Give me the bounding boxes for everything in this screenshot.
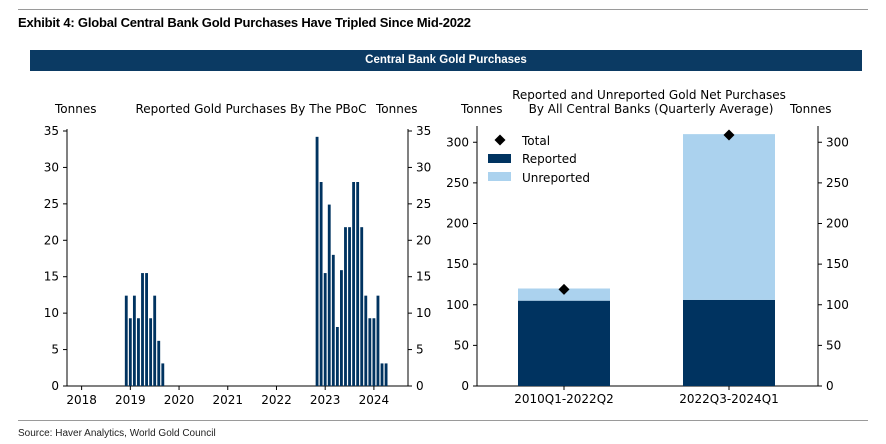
left-chart-bar [137,318,140,386]
left-chart-bar [360,227,364,386]
right-chart-ytick-label-left: 50 [454,338,469,352]
left-chart-title: Reported Gold Purchases By The PBoC [135,102,366,116]
left-chart-xtick-label: 2022 [261,393,292,407]
right-chart-ytick-label-left: 150 [446,257,469,271]
right-chart-xtick-label: 2022Q3-2024Q1 [679,392,779,406]
right-chart-title-line1: Reported and Unreported Gold Net Purchas… [512,88,786,102]
left-chart-ytick-label-left: 10 [44,306,59,320]
left-chart-ytick-label-left: 25 [44,197,59,211]
left-chart-ytick-label-right: 5 [416,343,424,357]
right-chart-ytick-label-right: 250 [826,176,849,190]
legend-reported-label: Reported [522,152,577,166]
left-chart-bar [356,182,360,386]
left-chart-bar [340,270,343,386]
right-chart-axes: 0 0 50 50 100 100 150 150 200 200 250 250 300 300 2010… [446,126,849,406]
right-chart-ylabel-left: Tonnes [460,102,502,116]
left-chart-ylabel-left: Tonnes [54,102,96,116]
left-chart-bars [124,136,388,386]
left-chart-bar [153,295,157,386]
left-chart-xtick-label: 2018 [66,393,97,407]
left-chart-bar [319,182,323,386]
right-chart-ytick-label-right: 200 [826,217,849,231]
left-chart-bar [161,363,165,386]
left-chart-bar [141,273,144,386]
left-chart-ytick-label-left: 15 [44,270,59,284]
legend-total-label: Total [521,134,550,148]
left-chart-ytick-label-right: 30 [416,160,431,174]
right-chart-xtick-label: 2010Q1-2022Q2 [514,392,614,406]
left-chart-bar [331,254,335,386]
left-chart-ytick-label-right: 25 [416,197,431,211]
left-chart-xtick-label: 2023 [310,393,341,407]
left-chart-ytick-label-left: 30 [44,160,59,174]
left-chart-bar [323,273,327,386]
total-marker [723,129,735,141]
total-marker [558,283,570,295]
left-chart-bar [344,227,347,386]
left-chart-bar [132,295,136,386]
right-chart-title-line2: By All Central Banks (Quarterly Average) [529,102,774,116]
right-chart-ytick-label-right: 0 [826,379,834,393]
left-chart-xtick-label: 2021 [212,393,243,407]
legend-reported-swatch [488,154,511,163]
right-chart-ytick-label-right: 50 [826,338,841,352]
right-chart-ytick-label-right: 100 [826,298,849,312]
right-chart-ytick-label-left: 300 [446,135,469,149]
left-chart-ytick-label-left: 35 [44,124,59,138]
right-chart-ylabel-right: Tonnes [789,102,831,116]
unreported-bar [683,134,775,300]
left-chart-bar [352,182,356,386]
left-chart-ytick-label-right: 0 [416,379,424,393]
left-chart-bar [368,318,372,386]
reported-bar [518,300,610,386]
left-chart-ytick-label-right: 10 [416,306,431,320]
left-chart-ytick-label-right: 35 [416,124,431,138]
left-chart-ytick-label-left: 5 [51,343,59,357]
left-chart-bar [327,204,331,386]
left-chart-bar [364,295,368,386]
right-chart-ytick-label-right: 300 [826,135,849,149]
left-chart-bar [157,340,161,386]
left-chart-bar [149,318,153,386]
left-chart-bar [380,363,384,386]
exhibit-title: Exhibit 4: Global Central Bank Gold Purc… [18,15,471,30]
left-chart-bar [145,273,148,386]
left-chart-xtick-label: 2020 [164,393,195,407]
left-chart-ytick-label-left: 20 [44,233,59,247]
left-chart-bar [376,295,380,386]
left-chart-ytick-label-right: 20 [416,233,431,247]
left-chart-bar [124,295,128,386]
reported-bar [683,299,775,386]
right-chart-ytick-label-left: 200 [446,217,469,231]
left-chart-xtick-label: 2024 [359,393,390,407]
left-chart-ytick-label-left: 0 [51,379,59,393]
right-chart-bars [518,129,775,386]
left-chart-bar [315,136,319,386]
left-chart-bar [128,318,132,386]
legend-unreported-swatch [488,172,511,181]
right-chart-ytick-label-left: 250 [446,176,469,190]
right-chart-ytick-label-left: 100 [446,298,469,312]
chart-banner: Central Bank Gold Purchases [30,50,862,71]
top-rule [18,9,868,10]
legend-total-marker [494,134,506,146]
right-chart-ytick-label-right: 150 [826,257,849,271]
left-chart-bar [384,363,388,386]
left-chart-xtick-label: 2019 [115,393,146,407]
left-chart-bar [372,318,376,386]
legend-unreported-label: Unreported [522,171,590,185]
right-chart-legend: Total Reported Unreported [488,134,590,185]
left-chart-ytick-label-right: 15 [416,270,431,284]
left-chart-bar [335,326,339,386]
left-chart-bar [348,227,351,386]
right-chart-ytick-label-left: 0 [461,379,469,393]
bottom-rule [18,420,868,421]
left-chart-ylabel-right: Tonnes [375,102,417,116]
source-note: Source: Haver Analytics, World Gold Coun… [18,428,216,439]
